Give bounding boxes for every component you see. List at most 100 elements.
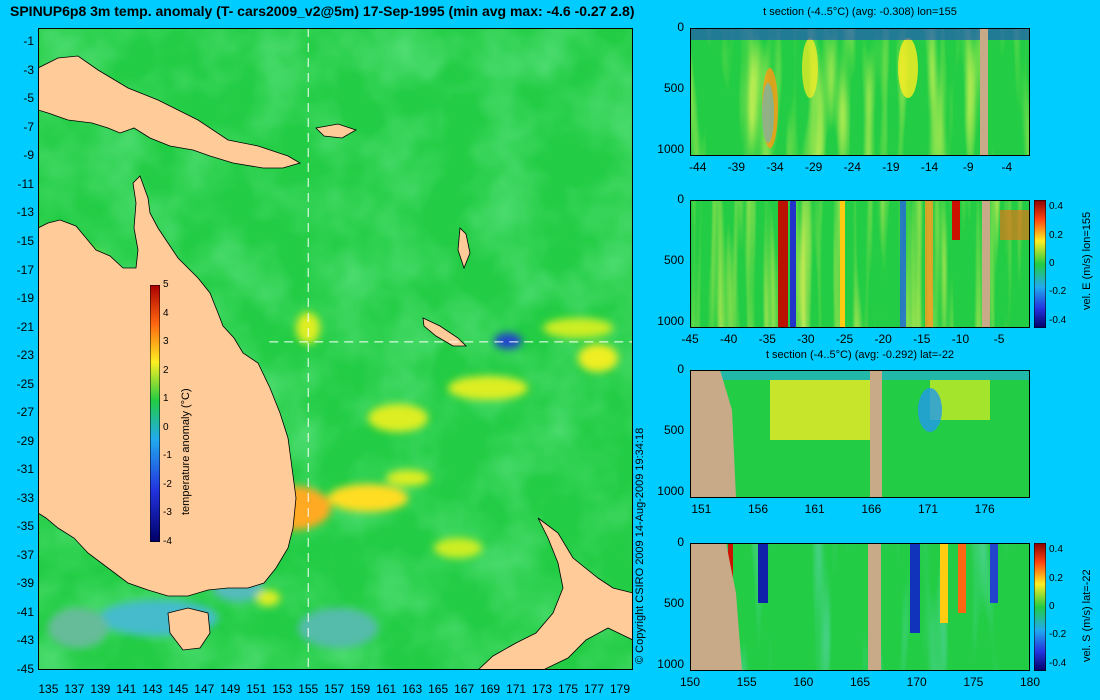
section-y-tick: 0 — [677, 362, 684, 376]
map-y-tick: -3 — [23, 62, 34, 77]
map-y-tick: -1 — [23, 34, 34, 49]
section-land — [980, 28, 988, 156]
land-vanuatu — [457, 227, 471, 270]
section-y-tick: 1000 — [657, 483, 684, 498]
map-x-tick: 169 — [480, 682, 501, 696]
map-x-tick: 177 — [584, 682, 605, 696]
map-x-tick: 175 — [558, 682, 579, 696]
map-x-tick: 153 — [272, 682, 293, 696]
land-new-guinea — [38, 55, 302, 169]
section-x-tick: -10 — [951, 332, 970, 346]
copyright-text: © Copyright CSIRO 2009 14-Aug-2009 19:34… — [634, 427, 646, 664]
map-x-tick: 149 — [220, 682, 241, 696]
land-tasmania — [167, 607, 211, 651]
map-y-tick: -29 — [16, 433, 34, 448]
section-x-tick: -30 — [797, 332, 815, 346]
section-x-tick: -29 — [804, 160, 823, 174]
map-colorbar-tick: 3 — [163, 336, 169, 348]
map-x-tick: 173 — [532, 682, 553, 696]
vel-colorbar-tick: 0.2 — [1049, 572, 1063, 584]
map-x-tick: 137 — [64, 682, 85, 696]
section-x-tick: -24 — [843, 160, 861, 174]
map-plot — [38, 28, 633, 670]
section-y-tick: 0 — [677, 535, 684, 549]
map-y-tick: -23 — [16, 348, 34, 363]
section-x-tick: 150 — [679, 675, 701, 689]
map-x-tick: 147 — [194, 682, 215, 696]
map-x-tick: 139 — [90, 682, 111, 696]
map-y-tick: -7 — [23, 119, 34, 134]
map-y-tick: -37 — [16, 547, 34, 562]
section-x-tick: -25 — [835, 332, 854, 346]
map-y-tick: -17 — [16, 262, 34, 277]
section-y-tick: 500 — [663, 252, 684, 267]
land-new-zealand — [477, 517, 633, 670]
section-x-tick: 156 — [747, 502, 769, 516]
vel-e-colorbar — [1034, 200, 1046, 328]
vel-colorbar-tick: 0 — [1049, 258, 1055, 269]
map-x-tick: 143 — [142, 682, 163, 696]
map-x-tick: 145 — [168, 682, 189, 696]
vel-colorbar-tick: 0.2 — [1049, 229, 1063, 241]
map-colorbar — [150, 285, 160, 542]
map-y-tick: -35 — [16, 519, 34, 534]
section-y-tick: 500 — [663, 422, 684, 437]
map-y-tick: -9 — [23, 148, 34, 163]
section-x-tick: 180 — [1019, 675, 1041, 689]
map-colorbar-tick: 0 — [163, 421, 169, 433]
map-y-tick: -11 — [17, 176, 34, 191]
map-x-tick: 135 — [38, 682, 59, 696]
section-x-tick: -9 — [962, 160, 974, 174]
map-colorbar-tick: 1 — [163, 393, 169, 405]
section-x-tick: 155 — [736, 675, 757, 689]
land-new-caledonia — [422, 317, 467, 347]
section-x-tick: 166 — [861, 502, 882, 516]
map-y-tick: -21 — [16, 319, 34, 334]
map-y-tick: -15 — [16, 234, 34, 248]
map-y-tick: -25 — [16, 376, 34, 391]
section-y-tick: 500 — [663, 80, 684, 95]
map-colorbar-label: temperature anomaly (°C) — [180, 388, 192, 515]
map-colorbar-tick: -1 — [163, 450, 172, 462]
section-x-tick: -15 — [913, 332, 931, 346]
vel-s-colorbar-label: vel. S (m/s) lat=-22 — [1081, 569, 1093, 662]
vel-colorbar-tick: -0.2 — [1049, 629, 1067, 641]
map-colorbar-tick: 5 — [163, 279, 169, 290]
map-y-tick: -5 — [23, 91, 34, 106]
section-x-tick: -4 — [1001, 160, 1013, 174]
section-y-tick: 500 — [663, 595, 684, 610]
section-x-tick: 171 — [917, 502, 939, 516]
section-y-tick: 1000 — [657, 313, 684, 328]
map-colorbar-tick: 4 — [163, 307, 169, 319]
map-x-tick: 155 — [298, 682, 319, 696]
section-x-tick: 165 — [849, 675, 871, 689]
map-x-tick: 161 — [376, 682, 397, 696]
t-section-lat-title: t section (-4..5°C) (avg: -0.292) lat=-2… — [765, 349, 955, 361]
section-x-tick: -35 — [758, 332, 776, 346]
vel-e-colorbar-label: vel. E (m/s) lon=155 — [1081, 211, 1093, 310]
t-section-lon-plot — [690, 28, 1030, 156]
section-y-tick: 1000 — [657, 141, 684, 156]
map-x-tick: 167 — [454, 682, 475, 696]
map-x-tick: 171 — [506, 682, 527, 696]
section-x-tick: -40 — [719, 332, 738, 346]
map-colorbar-tick: -2 — [163, 478, 172, 490]
section-x-tick: -45 — [681, 332, 699, 346]
map-y-tick: -43 — [16, 633, 34, 648]
map-y-tick: -41 — [16, 604, 34, 619]
map-x-tick: 141 — [116, 682, 137, 696]
vel-colorbar-tick: 0.4 — [1049, 201, 1063, 213]
section-y-tick: 0 — [677, 192, 684, 206]
map-y-tick: -45 — [16, 662, 34, 676]
map-x-tick: 157 — [324, 682, 345, 696]
section-y-tick: 0 — [677, 20, 684, 34]
vel-colorbar-tick: 0.4 — [1049, 544, 1063, 556]
section-x-tick: -44 — [689, 160, 707, 174]
map-x-tick: 163 — [402, 682, 423, 696]
vel-colorbar-tick: -0.4 — [1049, 657, 1067, 669]
section-x-tick: -34 — [766, 160, 784, 174]
land-australia — [38, 175, 297, 597]
vel-colorbar-tick: -0.4 — [1049, 314, 1067, 326]
section-x-tick: 170 — [906, 675, 927, 689]
vel-s-colorbar — [1034, 543, 1046, 671]
